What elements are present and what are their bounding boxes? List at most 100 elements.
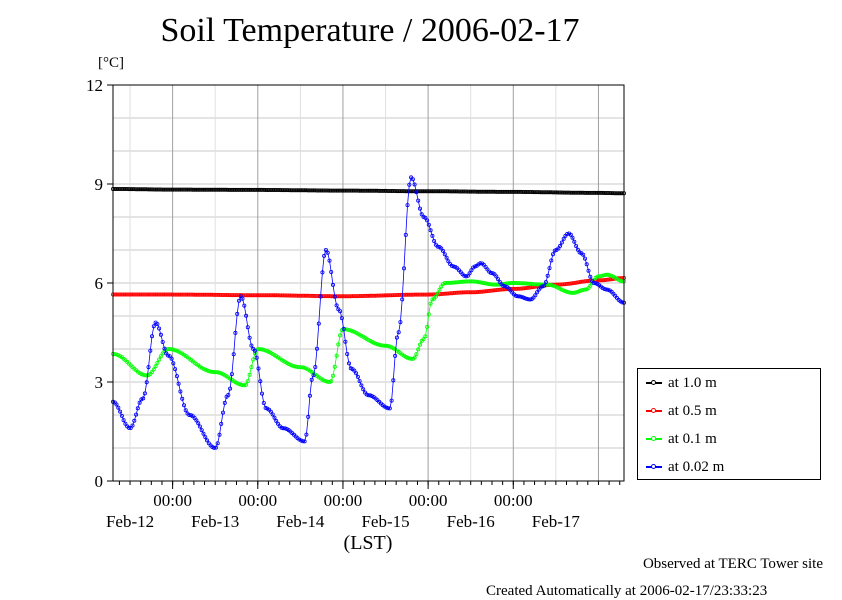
data-point (196, 421, 201, 426)
data-point (135, 187, 140, 192)
data-point (503, 284, 508, 289)
data-point (467, 271, 472, 276)
data-point (283, 426, 288, 431)
data-point (565, 281, 570, 286)
data-point (488, 282, 493, 287)
data-point (536, 282, 541, 287)
data-point (519, 294, 524, 299)
data-point (178, 389, 183, 394)
data-point (128, 425, 133, 430)
data-point (183, 187, 188, 192)
data-point (233, 293, 238, 298)
data-point (171, 347, 176, 352)
data-point (579, 279, 584, 284)
data-point (354, 371, 359, 376)
data-point (513, 293, 518, 298)
x-tick-label: 00:00 (494, 491, 533, 510)
data-point (597, 274, 602, 279)
data-point (144, 187, 149, 192)
data-point (598, 274, 603, 279)
x-date-label: Feb-16 (447, 512, 495, 531)
data-point (258, 347, 263, 352)
series-at-0-1-m (111, 272, 627, 388)
data-point (478, 280, 483, 285)
data-point (407, 356, 412, 361)
data-point (377, 293, 382, 298)
x-tick-label: 00:00 (409, 491, 448, 510)
data-point (602, 286, 607, 291)
data-point (322, 253, 327, 258)
data-point (529, 189, 534, 194)
data-point (229, 372, 234, 377)
data-point (446, 189, 451, 194)
data-point (561, 236, 566, 241)
data-point (533, 293, 538, 298)
data-point (338, 333, 343, 338)
data-point (123, 421, 128, 426)
data-point (165, 292, 170, 297)
data-point (164, 292, 169, 297)
data-point (215, 370, 220, 375)
data-point (244, 382, 249, 387)
data-point (245, 325, 250, 330)
data-point (583, 287, 588, 292)
data-point (517, 281, 522, 286)
data-point (180, 396, 185, 401)
data-point (334, 353, 339, 358)
data-point (242, 383, 247, 388)
data-point (318, 294, 323, 299)
data-point (515, 294, 520, 299)
data-point (169, 347, 174, 352)
data-point (607, 273, 612, 278)
data-point (425, 218, 430, 223)
data-point (570, 281, 575, 286)
data-point (469, 279, 474, 284)
data-point (343, 339, 348, 344)
data-point (251, 357, 256, 362)
data-point (391, 378, 396, 383)
data-point (219, 292, 224, 297)
data-point (197, 424, 202, 429)
legend-swatch-0-5m (646, 408, 662, 413)
data-point (155, 322, 160, 327)
data-point (583, 256, 588, 261)
data-point (435, 244, 440, 249)
data-point (174, 374, 179, 379)
data-point (543, 280, 548, 285)
chart-title: Soil Temperature / 2006-02-17 (160, 12, 580, 49)
data-point (522, 286, 527, 291)
data-point (162, 346, 167, 351)
data-point (391, 293, 396, 298)
data-point (346, 327, 351, 332)
data-point (440, 291, 445, 296)
data-point (240, 383, 245, 388)
data-point (448, 280, 453, 285)
data-point (558, 190, 563, 195)
data-point (455, 189, 460, 194)
data-point (171, 361, 176, 366)
data-point (549, 258, 554, 263)
data-point (259, 187, 264, 192)
data-point (391, 188, 396, 193)
data-point (206, 369, 211, 374)
data-point (283, 293, 288, 298)
data-point (290, 363, 295, 368)
data-point (121, 418, 126, 423)
y-tick-label: 3 (95, 373, 104, 392)
data-point (228, 386, 233, 391)
data-point (393, 353, 398, 358)
data-point (164, 187, 169, 192)
data-point (151, 367, 156, 372)
legend-label: at 0.1 m (668, 430, 717, 447)
data-point (549, 283, 554, 288)
data-point (570, 290, 575, 295)
data-point (490, 282, 495, 287)
data-point (323, 379, 328, 384)
data-point (460, 279, 465, 284)
data-point (213, 445, 218, 450)
data-point (446, 259, 451, 264)
data-point (240, 296, 245, 301)
data-point (524, 281, 529, 286)
data-point (396, 330, 401, 335)
data-point (529, 281, 534, 286)
